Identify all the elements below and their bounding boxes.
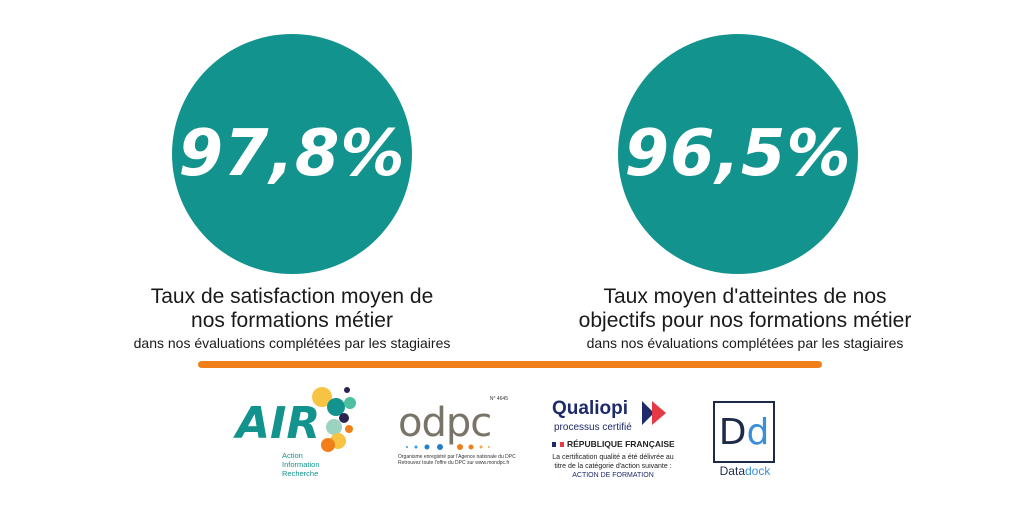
air-line1: Action <box>282 451 303 460</box>
objectives-title: Taux moyen d'atteintes de nos objectifs … <box>578 285 912 332</box>
odpc-number: N° 4645 <box>489 396 508 402</box>
objectives-subtitle: dans nos évaluations complétées par les … <box>586 335 904 351</box>
republique-text: RÉPUBLIQUE FRANÇAISE <box>567 439 675 449</box>
objectives-value: 96,5% <box>624 117 852 191</box>
datadock-wordmark: Datadock <box>713 464 777 478</box>
qualiopi-tagline: processus certifié <box>554 422 632 433</box>
qualiopi-arrows-icon <box>642 401 666 425</box>
odpc-logo: N° 4645 odpc Organisme enregistré par l'… <box>398 396 516 468</box>
french-flag-icon <box>552 441 564 447</box>
air-line3: Recherche <box>282 469 319 478</box>
datadock-mark-d1: D <box>718 411 747 453</box>
orange-divider <box>198 361 822 368</box>
qualiopi-line1: La certification qualité a été délivrée … <box>552 454 674 461</box>
datadock-name-part2: dock <box>745 464 771 478</box>
odpc-caption: Organisme enregistré par l'Agence nation… <box>398 454 518 466</box>
republique-francaise: RÉPUBLIQUE FRANÇAISE <box>552 439 675 449</box>
air-line2: Information <box>282 460 320 469</box>
air-tagline: Action Information Recherche <box>282 451 320 478</box>
datadock-name-part1: Data <box>719 464 745 478</box>
satisfaction-subtitle: dans nos évaluations complétées par les … <box>133 335 451 351</box>
satisfaction-circle: 97,8% <box>172 34 412 274</box>
qualiopi-line2: titre de la catégorie d'action suivante … <box>554 463 672 470</box>
odpc-line2: Retrouvez toute l'offre du DPC sur www.m… <box>398 460 510 466</box>
air-logo: AIR Action Information Recherche <box>232 385 362 480</box>
qualiopi-caption: La certification qualité a été délivrée … <box>548 453 678 480</box>
qualiopi-line3: ACTION DE FORMATION <box>572 472 654 479</box>
odpc-line1: Organisme enregistré par l'Agence nation… <box>398 454 516 460</box>
objectives-caption: Taux moyen d'atteintes de nos objectifs … <box>525 285 965 352</box>
qualiopi-wordmark: Qualiopi <box>552 398 628 419</box>
datadock-mark-d2: d <box>746 411 770 453</box>
odpc-dots-icon <box>406 444 490 450</box>
satisfaction-value: 97,8% <box>178 117 406 191</box>
satisfaction-title: Taux de satisfaction moyen de nos format… <box>150 285 434 332</box>
odpc-wordmark: odpc <box>398 400 492 446</box>
air-wordmark: AIR <box>236 398 321 449</box>
objectives-circle: 96,5% <box>618 34 858 274</box>
air-bubbles-icon <box>312 387 356 452</box>
qualiopi-logo: Qualiopi processus certifié RÉPUBLIQUE F… <box>552 398 677 482</box>
satisfaction-caption: Taux de satisfaction moyen de nos format… <box>72 285 512 352</box>
